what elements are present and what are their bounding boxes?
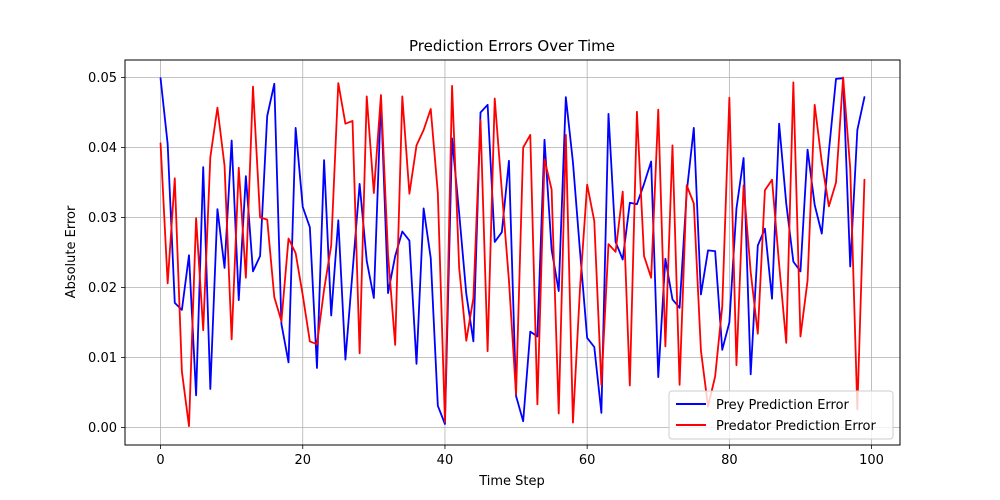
y-tick-label: 0.02 xyxy=(88,281,117,296)
prey-error-line xyxy=(159,77,866,425)
x-axis-label: Time Step xyxy=(478,474,545,489)
predator-error-line xyxy=(159,76,866,428)
x-tick-label: 60 xyxy=(579,453,596,468)
legend: Prey Prediction Error Predator Predictio… xyxy=(668,390,894,440)
chart-title: Prediction Errors Over Time xyxy=(409,37,615,55)
axes-frame xyxy=(124,59,901,446)
plot-area xyxy=(124,59,901,446)
legend-label-predator: Predator Prediction Error xyxy=(716,419,876,434)
x-axis-ticks: 0 20 40 60 80 100 xyxy=(156,445,884,468)
series-lines xyxy=(159,76,866,428)
y-tick-label: 0.01 xyxy=(88,351,117,366)
x-tick-label: 20 xyxy=(294,453,311,468)
x-tick-label: 100 xyxy=(859,453,884,468)
y-tick-label: 0.04 xyxy=(88,141,117,156)
x-tick-label: 40 xyxy=(437,453,454,468)
y-axis-ticks: 0.00 0.01 0.02 0.03 0.04 0.05 xyxy=(88,71,125,436)
legend-label-prey: Prey Prediction Error xyxy=(716,398,850,413)
x-tick-label: 0 xyxy=(156,453,164,468)
y-tick-label: 0.00 xyxy=(88,421,117,436)
x-tick-label: 80 xyxy=(721,453,738,468)
y-tick-label: 0.05 xyxy=(88,71,117,86)
y-axis-label: Absolute Error xyxy=(64,205,79,298)
y-tick-label: 0.03 xyxy=(88,211,117,226)
legend-box xyxy=(668,390,894,440)
